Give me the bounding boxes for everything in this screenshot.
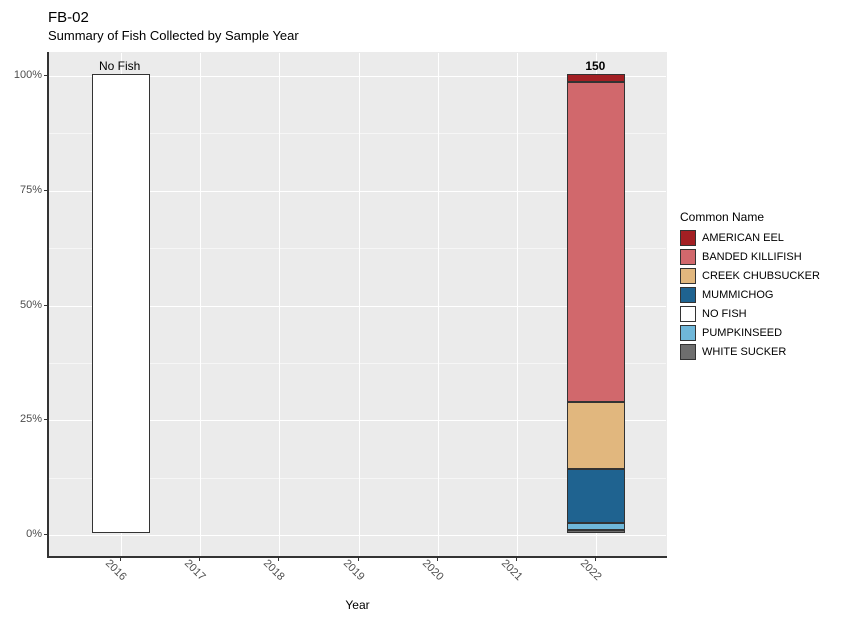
bar-segment [92, 74, 150, 533]
legend-item: MUMMICHOG [680, 287, 820, 303]
chart-root: FB-02 Summary of Fish Collected by Sampl… [0, 0, 861, 622]
bar [92, 74, 150, 533]
x-tick-label: 2020 [420, 557, 446, 583]
bar-segment [567, 469, 625, 523]
legend-title: Common Name [680, 210, 820, 224]
legend-label: MUMMICHOG [702, 289, 774, 301]
x-tick-label: 2022 [578, 557, 604, 583]
legend-label: PUMPKINSEED [702, 327, 782, 339]
bar-label: No Fish [99, 59, 140, 73]
bar-segment [567, 74, 625, 82]
axis-line-x [47, 556, 667, 558]
bar-segment [567, 402, 625, 469]
legend-swatch [680, 230, 696, 246]
legend-item: BANDED KILLIFISH [680, 249, 820, 265]
x-axis-title: Year [345, 598, 369, 612]
bar-segment [567, 82, 625, 402]
x-tick-label: 2017 [182, 557, 208, 583]
gridline-v [359, 53, 360, 556]
title-block: FB-02 Summary of Fish Collected by Sampl… [48, 8, 299, 44]
legend-swatch [680, 249, 696, 265]
gridline-v [200, 53, 201, 556]
legend-label: WHITE SUCKER [702, 346, 786, 358]
bar [567, 74, 625, 533]
legend-item: CREEK CHUBSUCKER [680, 268, 820, 284]
legend-item: AMERICAN EEL [680, 230, 820, 246]
bar-segment [567, 530, 625, 533]
legend-swatch [680, 344, 696, 360]
axis-line-y [47, 52, 49, 557]
x-tick-label: 2018 [261, 557, 287, 583]
y-tick-label: 0% [2, 528, 42, 540]
legend-label: CREEK CHUBSUCKER [702, 270, 820, 282]
gridline-v [438, 53, 439, 556]
legend-swatch [680, 325, 696, 341]
chart-title: FB-02 [48, 8, 299, 28]
y-tick-label: 75% [2, 184, 42, 196]
y-tick-label: 50% [2, 299, 42, 311]
legend: Common Name AMERICAN EEL BANDED KILLIFISH… [680, 210, 820, 363]
gridline-h [49, 535, 666, 536]
x-tick-label: 2019 [340, 557, 366, 583]
x-tick-label: 2021 [499, 557, 525, 583]
legend-item: NO FISH [680, 306, 820, 322]
bar-segment [567, 523, 625, 530]
y-tick-label: 25% [2, 413, 42, 425]
legend-label: BANDED KILLIFISH [702, 251, 802, 263]
legend-item: PUMPKINSEED [680, 325, 820, 341]
y-tick-label: 100% [2, 69, 42, 81]
legend-item: WHITE SUCKER [680, 344, 820, 360]
legend-label: NO FISH [702, 308, 747, 320]
legend-swatch [680, 268, 696, 284]
plot-panel [48, 52, 667, 557]
gridline-v [279, 53, 280, 556]
chart-subtitle: Summary of Fish Collected by Sample Year [48, 28, 299, 45]
legend-swatch [680, 287, 696, 303]
legend-swatch [680, 306, 696, 322]
legend-label: AMERICAN EEL [702, 232, 784, 244]
bar-label: 150 [585, 59, 605, 73]
x-tick-label: 2016 [102, 557, 128, 583]
gridline-v [517, 53, 518, 556]
